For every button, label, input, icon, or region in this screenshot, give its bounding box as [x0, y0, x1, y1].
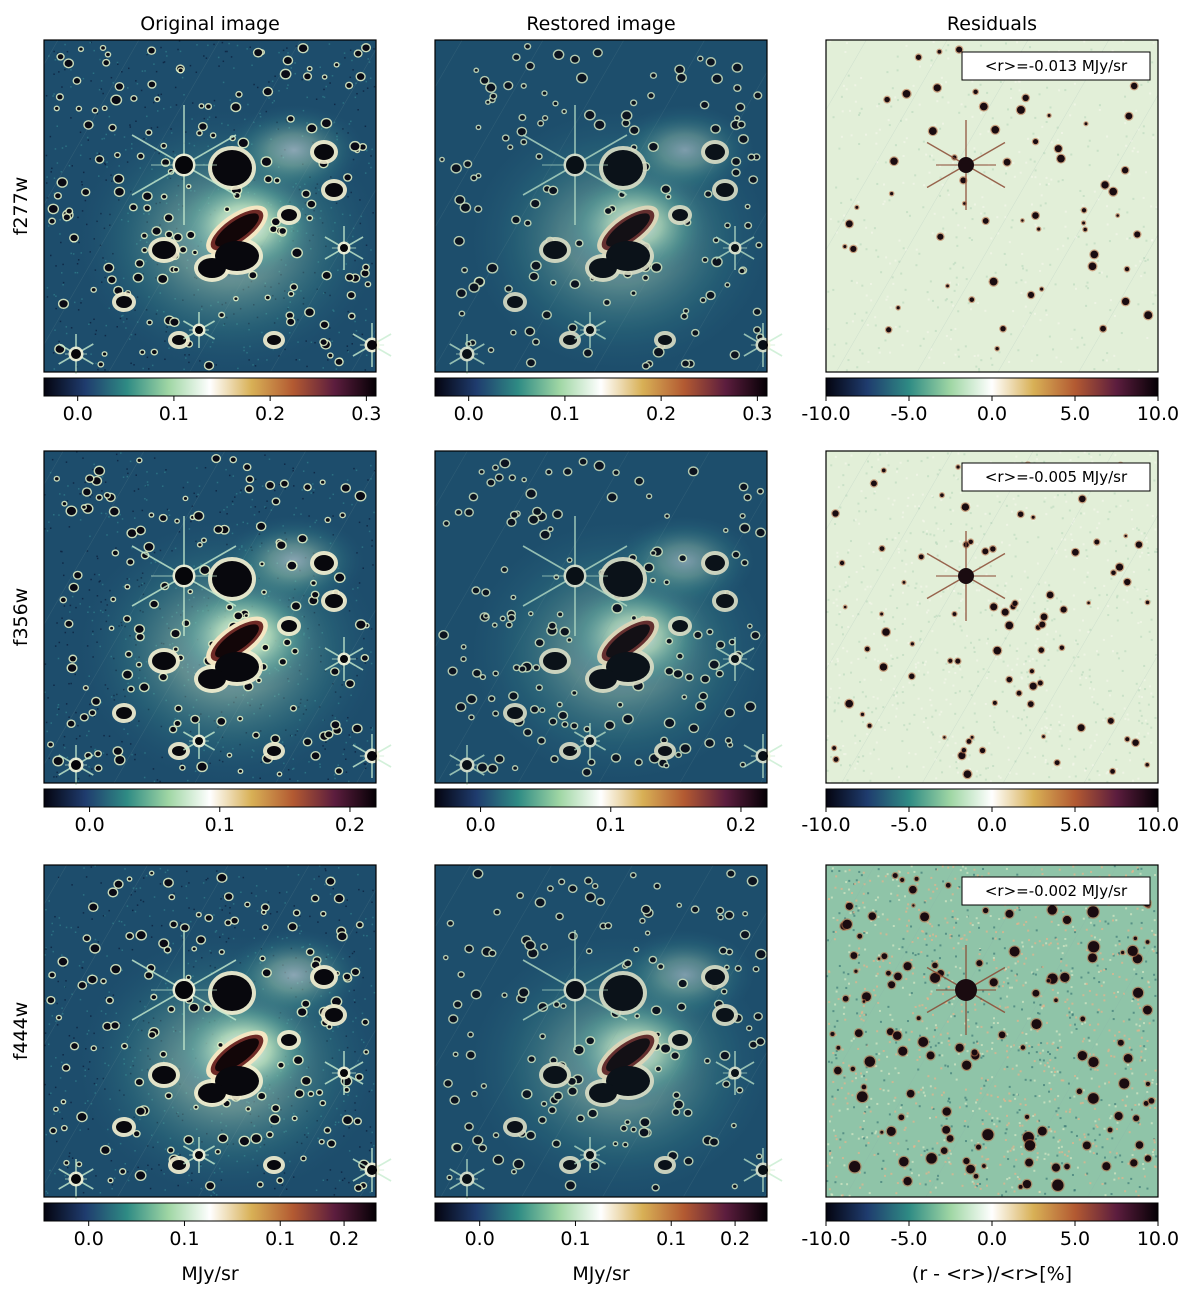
annotation-text: <r>=-0.005 MJy/sr — [985, 468, 1128, 486]
colorbar-tick-label: -10.0 — [801, 1228, 850, 1250]
panel-f356w-residuals: <r>=-0.005 MJy/sr -10.0 -5.0 0.0 5.0 10.0 — [801, 450, 1179, 836]
colorbar-tick-label: -10.0 — [801, 814, 850, 836]
colorbar-tick-label: 10.0 — [1137, 1228, 1179, 1250]
colorbar: 0.0 0.1 0.2 — [43, 788, 377, 836]
colorbar-tick-label: 0.2 — [726, 814, 756, 836]
colorbar-tick-label: 0.1 — [560, 1228, 590, 1250]
colorbar-tick-label: 0.0 — [454, 403, 484, 425]
colorbar: -10.0 -5.0 0.0 5.0 10.0 — [801, 1202, 1179, 1250]
colorbar: -10.0 -5.0 0.0 5.0 10.0 — [801, 377, 1179, 425]
colorbar-tick-label: 0.0 — [977, 814, 1007, 836]
colorbar-tick-label: 0.0 — [74, 814, 104, 836]
colorbar-tick-label: 0.0 — [977, 403, 1007, 425]
residual-annotation: <r>=-0.002 MJy/sr — [961, 876, 1151, 906]
colorbar-tick-label: 0.3 — [742, 403, 772, 425]
colorbar-tick-label: 0.2 — [646, 403, 676, 425]
colorbar-tick-label: 0.2 — [329, 1228, 359, 1250]
row-label-f444w: f444w — [10, 1002, 32, 1061]
colorbar-tick-label: 0.0 — [63, 403, 93, 425]
column-title-restored: Restored image — [526, 13, 675, 35]
colorbar-units-label-original: MJy/sr — [181, 1263, 239, 1285]
colorbar-tick-label: 0.1 — [159, 403, 189, 425]
panel-f356w-restored-image: 0.0 0.1 0.2 — [434, 450, 783, 836]
colorbar-tick-label: 0.1 — [596, 814, 626, 836]
colorbar-tick-label: 0.2 — [720, 1228, 750, 1250]
colorbar-tick-label: 0.3 — [351, 403, 381, 425]
colorbar-tick-label: -5.0 — [890, 1228, 927, 1250]
row-label-f356w: f356w — [10, 588, 32, 647]
panel-f277w-residuals: <r>=-0.013 MJy/sr -10.0 -5.0 0.0 5.0 10.0 — [801, 39, 1179, 425]
panel-f444w-restored-image: 0.0 0.1 0.1 0.2 — [434, 864, 783, 1250]
colorbar-tick-label: 0.1 — [550, 403, 580, 425]
colorbar-tick-label: 0.0 — [465, 1228, 495, 1250]
panel-f277w-restored-image: 0.0 0.1 0.2 0.3 — [434, 39, 783, 425]
colorbar: 0.0 0.1 0.2 0.3 — [434, 377, 772, 425]
residual-annotation: <r>=-0.005 MJy/sr — [961, 462, 1151, 492]
column-title-original: Original image — [140, 13, 280, 35]
colorbar-tick-label: 5.0 — [1060, 814, 1090, 836]
colorbar-tick-label: 0.0 — [977, 1228, 1007, 1250]
colorbar-units-label-restored: MJy/sr — [572, 1263, 630, 1285]
annotation-text: <r>=-0.002 MJy/sr — [985, 882, 1128, 900]
row-label-f277w: f277w — [10, 177, 32, 236]
colorbar-tick-label: 0.1 — [169, 1228, 199, 1250]
colorbar: 0.0 0.1 0.2 — [434, 788, 768, 836]
colorbar: 0.0 0.1 0.2 0.3 — [43, 377, 381, 425]
colorbar-tick-label: 0.1 — [265, 1228, 295, 1250]
colorbar-tick-label: 0.1 — [205, 814, 235, 836]
panel-f444w-original-image: 0.0 0.1 0.1 0.2 — [43, 864, 392, 1250]
panel-f277w-original-image: 0.0 0.1 0.2 0.3 — [43, 39, 392, 425]
colorbar-tick-label: 0.1 — [656, 1228, 686, 1250]
colorbar-tick-label: 0.2 — [255, 403, 285, 425]
colorbar-tick-label: 10.0 — [1137, 814, 1179, 836]
colorbar: -10.0 -5.0 0.0 5.0 10.0 — [801, 788, 1179, 836]
colorbar-tick-label: 0.0 — [74, 1228, 104, 1250]
colorbar: 0.0 0.1 0.1 0.2 — [434, 1202, 768, 1250]
colorbar-tick-label: -5.0 — [890, 814, 927, 836]
colorbar-tick-label: 10.0 — [1137, 403, 1179, 425]
colorbar-units-label-residuals: (r - <r>)/<r>[%] — [912, 1263, 1072, 1285]
annotation-text: <r>=-0.013 MJy/sr — [985, 57, 1128, 75]
colorbar-tick-label: 5.0 — [1060, 403, 1090, 425]
colorbar-tick-label: 5.0 — [1060, 1228, 1090, 1250]
colorbar-tick-label: -5.0 — [890, 403, 927, 425]
colorbar-tick-label: -10.0 — [801, 403, 850, 425]
panel-f356w-original-image: 0.0 0.1 0.2 — [43, 450, 392, 836]
colorbar-tick-label: 0.0 — [465, 814, 495, 836]
colorbar-tick-label: 0.2 — [335, 814, 365, 836]
colorbar: 0.0 0.1 0.1 0.2 — [43, 1202, 377, 1250]
residual-annotation: <r>=-0.013 MJy/sr — [961, 51, 1151, 81]
panel-f444w-residuals: <r>=-0.002 MJy/sr -10.0 -5.0 0.0 5.0 10.0 — [801, 864, 1179, 1250]
column-title-residuals: Residuals — [947, 13, 1037, 35]
